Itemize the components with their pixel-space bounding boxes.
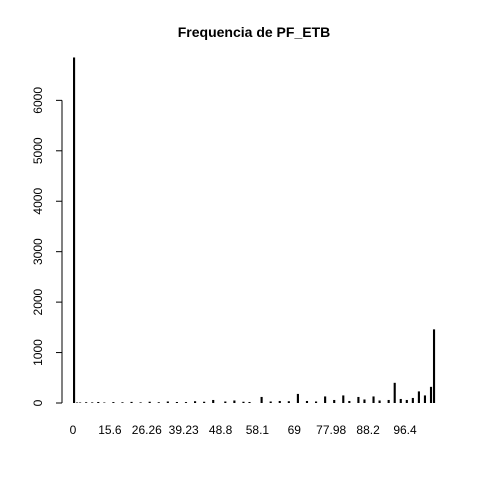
bar-30 <box>324 396 327 403</box>
bar-39 <box>393 382 396 403</box>
bar-14 <box>175 401 178 403</box>
bar-13 <box>166 401 169 403</box>
x-tick-label-4: 48.8 <box>209 423 233 437</box>
bar-6 <box>103 402 106 403</box>
bar-8 <box>121 402 124 403</box>
y-tick-label-0: 0 <box>31 399 45 406</box>
y-tick-label-2: 2000 <box>31 288 45 315</box>
bar-28 <box>305 400 309 403</box>
bar-26 <box>287 401 290 403</box>
x-tick-label-0: 0 <box>70 423 77 437</box>
bar-31 <box>333 399 336 403</box>
bar-23 <box>260 396 263 403</box>
bar-38 <box>387 399 390 403</box>
bar-37 <box>378 400 381 403</box>
bar-4 <box>91 402 94 403</box>
bar-18 <box>212 399 215 403</box>
bar-9 <box>130 401 133 403</box>
bar-29 <box>315 401 318 403</box>
bar-12 <box>157 402 160 403</box>
y-tick-label-5: 5000 <box>31 137 45 164</box>
bar-10 <box>139 402 142 403</box>
y-tick-label-3: 3000 <box>31 238 45 265</box>
bar-24 <box>269 401 272 403</box>
bar-41 <box>405 399 408 403</box>
y-tick-label-4: 4000 <box>31 188 45 215</box>
x-tick-label-1: 15.6 <box>98 423 122 437</box>
bar-11 <box>148 401 151 403</box>
bar-0 <box>73 57 76 403</box>
bar-32 <box>342 395 345 403</box>
bar-45 <box>429 386 433 403</box>
bars-group <box>73 57 436 403</box>
bar-25 <box>278 400 281 403</box>
x-tick-label-9: 96.4 <box>393 423 417 437</box>
bar-34 <box>357 396 360 403</box>
bar-20 <box>233 400 236 403</box>
bar-36 <box>372 396 375 403</box>
x-tick-label-8: 88.2 <box>356 423 380 437</box>
bar-5 <box>97 401 100 403</box>
y-tick-label-6: 6000 <box>31 87 45 114</box>
bar-43 <box>417 391 420 403</box>
bar-22 <box>248 401 251 403</box>
bar-16 <box>194 401 197 403</box>
bar-33 <box>348 400 351 403</box>
chart-title: Frequencia de PF_ETB <box>178 24 330 40</box>
bar-17 <box>203 401 206 403</box>
bar-19 <box>224 401 227 403</box>
y-tick-label-1: 1000 <box>31 339 45 366</box>
bar-21 <box>242 401 245 403</box>
x-axis-labels: 0 15.6 26.26 39.23 48.8 58.1 69 77.98 88.2 96.4 <box>70 423 417 437</box>
x-tick-label-5: 58.1 <box>246 423 270 437</box>
bar-40 <box>399 398 402 403</box>
bar-27 <box>296 393 299 403</box>
x-tick-label-2: 26.26 <box>132 423 162 437</box>
bar-1 <box>76 402 79 403</box>
x-tick-label-3: 39.23 <box>169 423 199 437</box>
bar-42 <box>411 397 414 403</box>
x-tick-label-7: 77.98 <box>316 423 346 437</box>
x-tick-label-6: 69 <box>288 423 302 437</box>
bar-46 <box>432 329 436 403</box>
bar-3 <box>85 402 88 403</box>
y-axis: 0 1000 2000 3000 4000 5000 6000 <box>31 87 63 406</box>
bar-44 <box>423 395 427 403</box>
bar-2 <box>79 402 82 403</box>
bar-15 <box>184 402 188 403</box>
bar-35 <box>363 399 366 403</box>
bar-7 <box>112 402 115 403</box>
